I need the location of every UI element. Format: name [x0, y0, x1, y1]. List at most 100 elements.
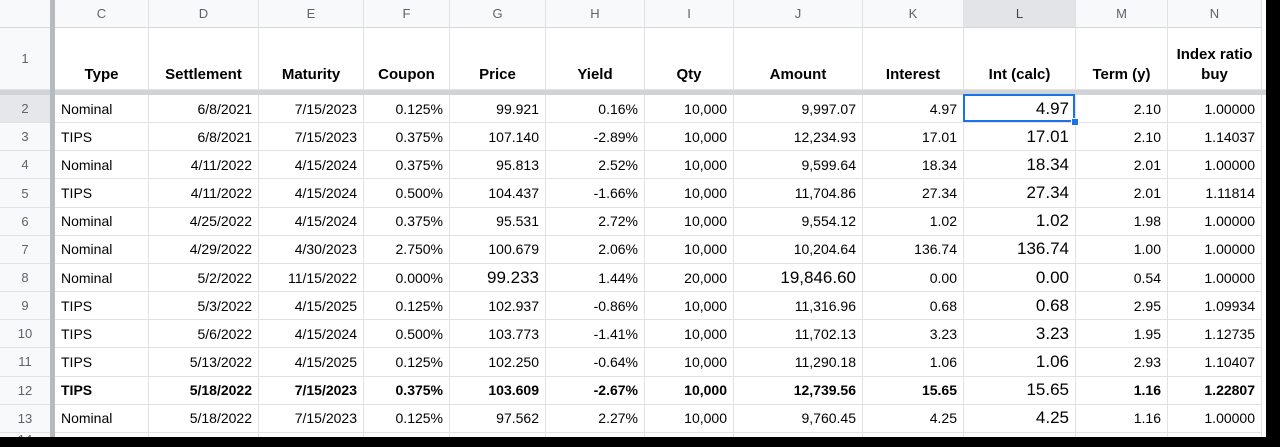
cell-K12[interactable]: 15.65	[863, 376, 964, 405]
cell-E2[interactable]: 7/15/2023	[259, 95, 364, 124]
cell-F8[interactable]: 0.000%	[364, 263, 450, 293]
cell-M14[interactable]	[1076, 432, 1168, 437]
cell-K13[interactable]: 4.25	[863, 404, 964, 433]
cell-C2[interactable]: Nominal	[55, 95, 149, 124]
cell-K11[interactable]: 1.06	[863, 348, 964, 377]
cell-E4[interactable]: 4/15/2024	[259, 151, 364, 180]
cell-F5[interactable]: 0.500%	[364, 179, 450, 208]
cell-D3[interactable]: 6/8/2021	[149, 123, 259, 152]
cell-N10[interactable]: 1.12735	[1168, 320, 1262, 349]
cell-H6[interactable]: 2.72%	[546, 207, 645, 236]
cell-F6[interactable]: 0.375%	[364, 207, 450, 236]
cell-L10[interactable]: 3.23	[964, 320, 1076, 349]
cell-M9[interactable]: 2.95	[1076, 292, 1168, 321]
cell-N6[interactable]: 1.00000	[1168, 207, 1262, 236]
cell-F13[interactable]: 0.125%	[364, 404, 450, 433]
cell-N12[interactable]: 1.22807	[1168, 376, 1262, 405]
cell-J6[interactable]: 9,554.12	[734, 207, 863, 236]
cell-G7[interactable]: 100.679	[450, 235, 546, 264]
cell-M12[interactable]: 1.16	[1076, 376, 1168, 405]
cell-D2[interactable]: 6/8/2021	[149, 95, 259, 124]
cell-L13[interactable]: 4.25	[964, 404, 1076, 433]
cell-N14[interactable]	[1168, 432, 1262, 437]
cell-I3[interactable]: 10,000	[645, 123, 734, 152]
cell-N11[interactable]: 1.10407	[1168, 348, 1262, 377]
row-header-14[interactable]: 14	[0, 432, 50, 437]
cell-D10[interactable]: 5/6/2022	[149, 320, 259, 349]
cell-D11[interactable]: 5/13/2022	[149, 348, 259, 377]
cell-J14[interactable]	[734, 432, 863, 437]
cell-H1[interactable]: Yield	[546, 28, 645, 89]
row-header-4[interactable]: 4	[0, 151, 50, 180]
cell-N8[interactable]: 1.00000	[1168, 263, 1262, 293]
cell-M13[interactable]: 1.16	[1076, 404, 1168, 433]
column-header-D[interactable]: D	[149, 0, 259, 28]
cell-C9[interactable]: TIPS	[55, 292, 149, 321]
cell-L4[interactable]: 18.34	[964, 151, 1076, 180]
cell-D9[interactable]: 5/3/2022	[149, 292, 259, 321]
cell-J10[interactable]: 11,702.13	[734, 320, 863, 349]
cell-J4[interactable]: 9,599.64	[734, 151, 863, 180]
cell-M3[interactable]: 2.10	[1076, 123, 1168, 152]
cell-J9[interactable]: 11,316.96	[734, 292, 863, 321]
cell-G3[interactable]: 107.140	[450, 123, 546, 152]
cell-K10[interactable]: 3.23	[863, 320, 964, 349]
cell-D5[interactable]: 4/11/2022	[149, 179, 259, 208]
cell-C10[interactable]: TIPS	[55, 320, 149, 349]
cell-F14[interactable]	[364, 432, 450, 437]
cell-I8[interactable]: 20,000	[645, 263, 734, 293]
cell-K2[interactable]: 4.97	[863, 95, 964, 124]
cell-H8[interactable]: 1.44%	[546, 263, 645, 293]
cell-I7[interactable]: 10,000	[645, 235, 734, 264]
cell-H5[interactable]: -1.66%	[546, 179, 645, 208]
cell-N3[interactable]: 1.14037	[1168, 123, 1262, 152]
cell-J12[interactable]: 12,739.56	[734, 376, 863, 405]
cell-D7[interactable]: 4/29/2022	[149, 235, 259, 264]
cell-F9[interactable]: 0.125%	[364, 292, 450, 321]
cell-F3[interactable]: 0.375%	[364, 123, 450, 152]
cell-N7[interactable]: 1.00000	[1168, 235, 1262, 264]
cell-G4[interactable]: 95.813	[450, 151, 546, 180]
cell-H13[interactable]: 2.27%	[546, 404, 645, 433]
column-header-I[interactable]: I	[645, 0, 734, 28]
cell-K4[interactable]: 18.34	[863, 151, 964, 180]
cell-J13[interactable]: 9,760.45	[734, 404, 863, 433]
cell-D14[interactable]	[149, 432, 259, 437]
cell-E5[interactable]: 4/15/2024	[259, 179, 364, 208]
cell-E6[interactable]: 4/15/2024	[259, 207, 364, 236]
cell-L14[interactable]	[964, 432, 1076, 437]
cell-G2[interactable]: 99.921	[450, 95, 546, 124]
cell-K5[interactable]: 27.34	[863, 179, 964, 208]
cell-L7[interactable]: 136.74	[964, 235, 1076, 264]
row-header-1[interactable]: 1	[0, 28, 50, 89]
cell-K9[interactable]: 0.68	[863, 292, 964, 321]
cell-L12[interactable]: 15.65	[964, 376, 1076, 405]
cell-I4[interactable]: 10,000	[645, 151, 734, 180]
row-header-13[interactable]: 13	[0, 404, 50, 433]
column-header-K[interactable]: K	[863, 0, 964, 28]
cell-E11[interactable]: 4/15/2025	[259, 348, 364, 377]
cell-I14[interactable]	[645, 432, 734, 437]
column-header-L[interactable]: L	[964, 0, 1076, 28]
cell-I13[interactable]: 10,000	[645, 404, 734, 433]
cell-H2[interactable]: 0.16%	[546, 95, 645, 124]
cell-J5[interactable]: 11,704.86	[734, 179, 863, 208]
cell-L3[interactable]: 17.01	[964, 123, 1076, 152]
fill-handle[interactable]	[1071, 118, 1079, 127]
column-header-J[interactable]: J	[734, 0, 863, 28]
select-all-corner[interactable]	[0, 0, 50, 28]
cell-G11[interactable]: 102.250	[450, 348, 546, 377]
column-header-C[interactable]: C	[55, 0, 149, 28]
cell-F10[interactable]: 0.500%	[364, 320, 450, 349]
cell-I1[interactable]: Qty	[645, 28, 734, 89]
cell-M6[interactable]: 1.98	[1076, 207, 1168, 236]
cell-L2[interactable]: 4.97	[963, 94, 1079, 127]
cell-C12[interactable]: TIPS	[55, 376, 149, 405]
row-header-6[interactable]: 6	[0, 207, 50, 236]
cell-E13[interactable]: 7/15/2023	[259, 404, 364, 433]
cell-L8[interactable]: 0.00	[964, 263, 1076, 293]
row-header-5[interactable]: 5	[0, 179, 50, 208]
cell-M11[interactable]: 2.93	[1076, 348, 1168, 377]
cell-C6[interactable]: Nominal	[55, 207, 149, 236]
cell-C13[interactable]: Nominal	[55, 404, 149, 433]
